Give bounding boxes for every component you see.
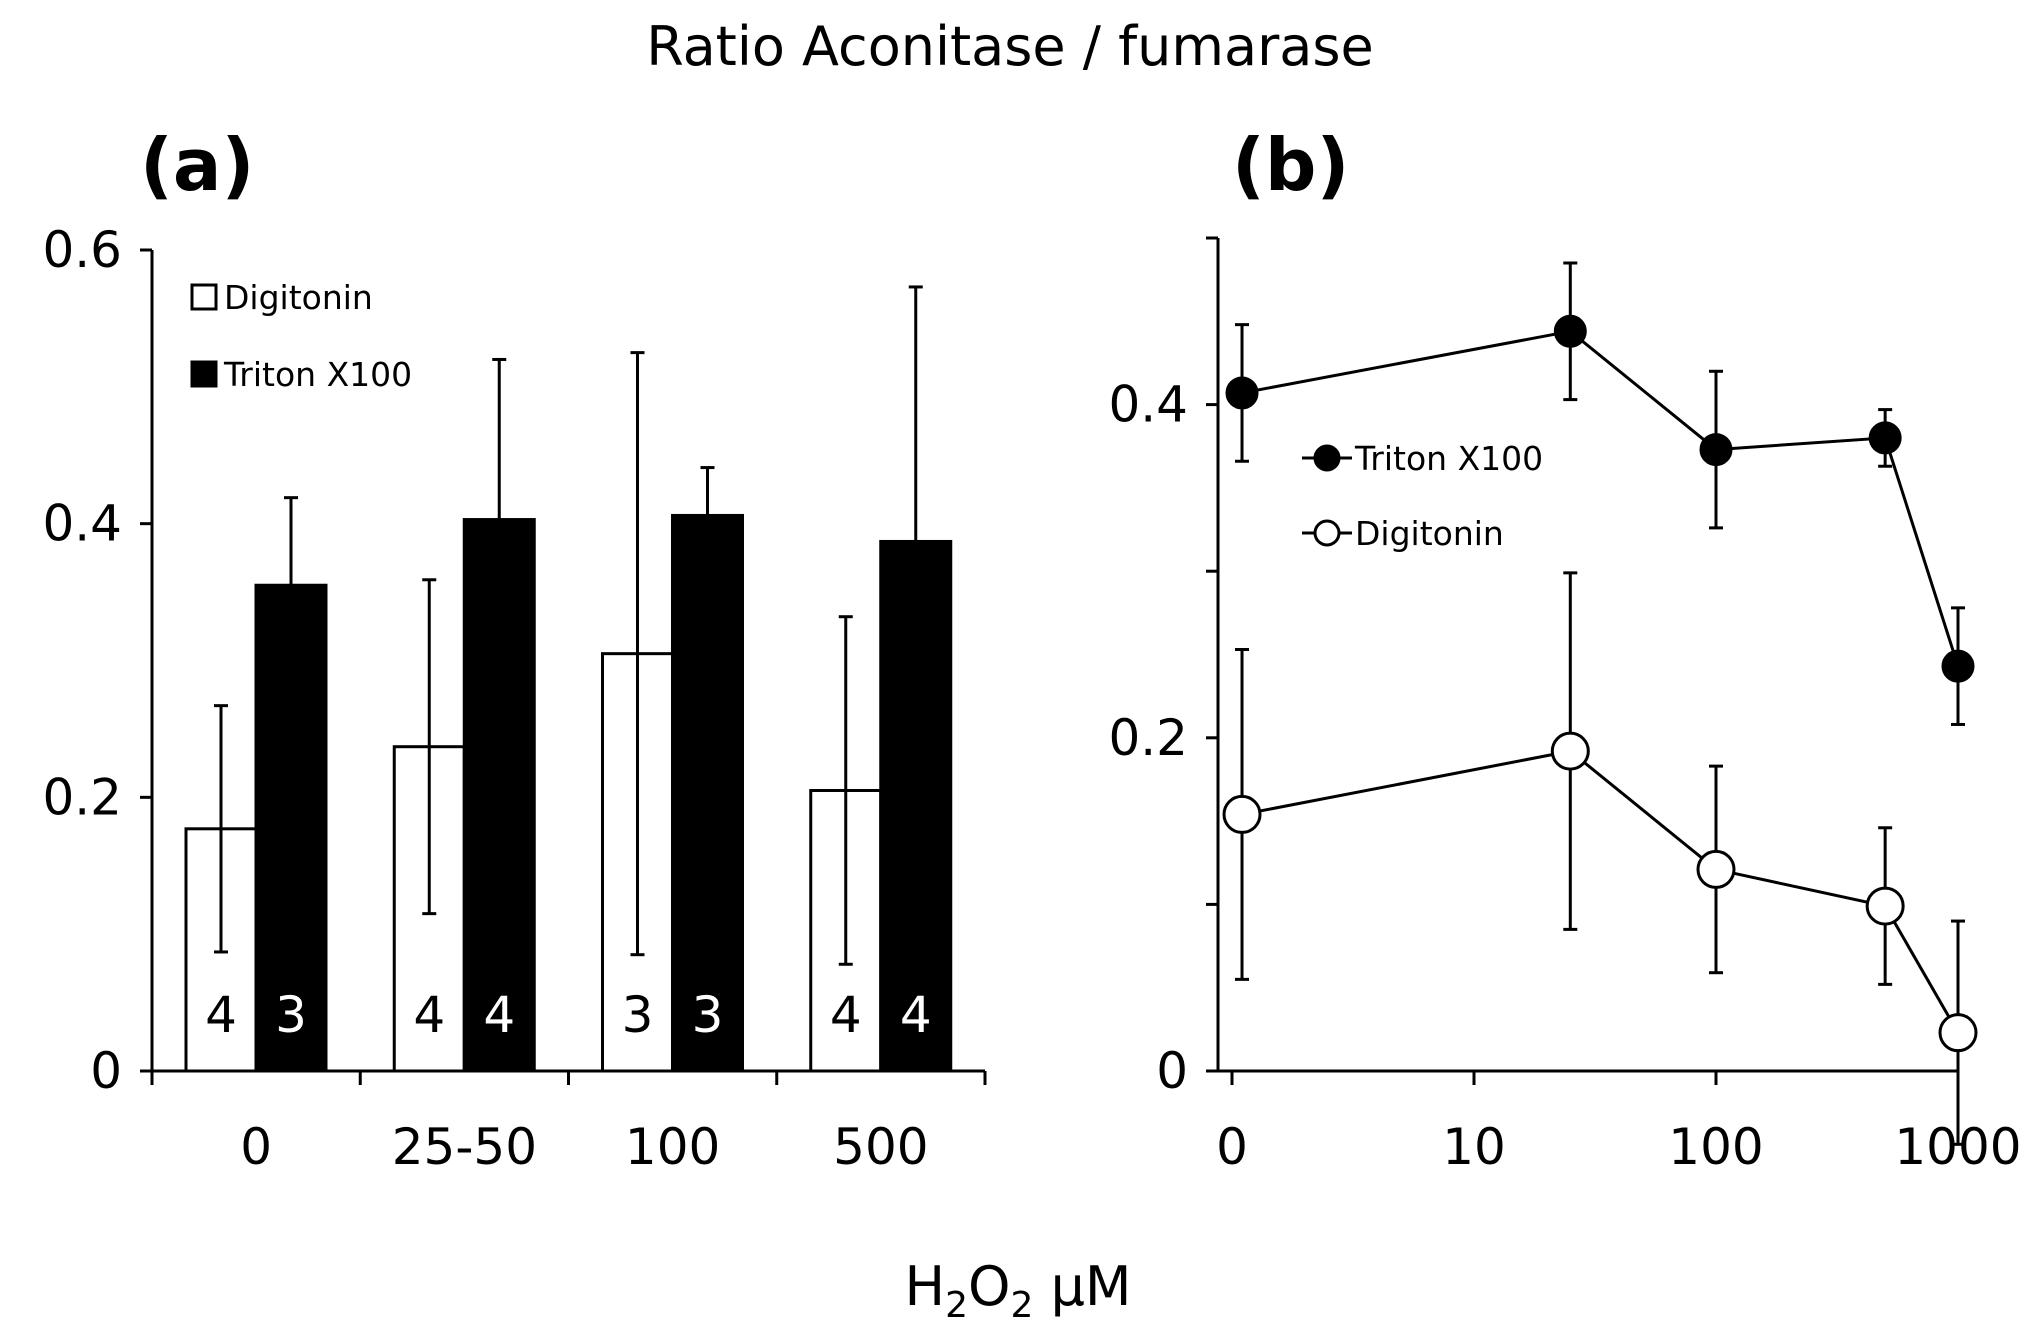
panel-b-series: [1222, 261, 1978, 1146]
figure-title: Ratio Aconitase / fumarase: [646, 15, 1373, 78]
x-axis-label: H2O2 μM: [904, 1255, 1131, 1326]
n-label: 3: [622, 986, 654, 1044]
data-point: [1938, 1013, 1978, 1053]
x-tick-label: 100: [625, 1118, 720, 1176]
legend-swatch-digitonin: [190, 283, 218, 311]
legend-label-digitonin: Digitonin: [224, 278, 373, 317]
x-tick-label: 25-50: [392, 1118, 537, 1176]
panel-b-label: (b): [1232, 123, 1349, 207]
xlabel-sub2: 2: [1011, 1285, 1034, 1326]
n-label: 4: [483, 986, 515, 1044]
x-tick-label: 0: [1216, 1118, 1248, 1176]
data-point: [1553, 314, 1587, 348]
data-point: [1225, 376, 1259, 410]
legend-label-triton: Triton X100: [223, 355, 412, 394]
series-line: [1241, 329, 1960, 667]
legend-marker-digitonin: [1313, 519, 1341, 547]
legend-swatch-triton: [190, 360, 218, 388]
panel-a: (a) 00.20.40.60 25-50 100 500 4 4 3 43 4 3 4 Digi…: [42, 123, 987, 1176]
bar: [671, 513, 744, 1073]
x-tick-label: 0: [240, 1118, 272, 1176]
y-tick-label: 0: [1156, 1042, 1188, 1100]
y-tick-label: 0.4: [42, 495, 122, 553]
y-tick-label: 0.6: [42, 221, 122, 279]
data-point: [1941, 649, 1975, 683]
legend-marker-triton: [1313, 444, 1341, 472]
panel-a-label: (a): [140, 123, 254, 207]
y-tick-label: 0.2: [42, 768, 122, 826]
n-label: 4: [900, 986, 932, 1044]
data-point: [1222, 794, 1262, 834]
n-label: 4: [205, 986, 237, 1044]
y-tick-label: 0.4: [1108, 376, 1188, 434]
data-point: [1699, 433, 1733, 467]
x-tick-label: 10: [1442, 1118, 1506, 1176]
data-point: [1868, 421, 1902, 455]
y-tick-label: 0: [90, 1042, 122, 1100]
n-label: 4: [413, 986, 445, 1044]
n-label: 4: [830, 986, 862, 1044]
xlabel-unit: μM: [1033, 1255, 1131, 1318]
xlabel-h: H: [904, 1255, 945, 1318]
series-line: [1241, 749, 1960, 1034]
data-point: [1550, 731, 1590, 771]
xlabel-sub1: 2: [945, 1285, 968, 1326]
legend-label-digitonin-b: Digitonin: [1355, 514, 1504, 553]
data-point: [1865, 886, 1905, 926]
panel-a-axes: 0 0.2 0.4 0.6 0 25-50 100 500: [42, 221, 987, 1176]
x-tick-label: 100: [1668, 1118, 1763, 1176]
panel-a-bars: 4 4 3 43 4 3 4: [184, 285, 953, 1073]
data-point: [1696, 849, 1736, 889]
legend-label-triton-b: Triton X100: [1354, 439, 1543, 478]
xlabel-o: O: [968, 1255, 1011, 1318]
x-tick-label: 500: [833, 1118, 928, 1176]
panel-b: (b) 00.20.40 10 100 1000 Triton X100 Digito…: [1108, 123, 2021, 1176]
y-tick-label: 0.2: [1108, 709, 1188, 767]
n-label: 3: [692, 986, 724, 1044]
panel-b-legend: Triton X100 Digitonin: [1302, 439, 1543, 553]
panel-a-legend: Digitonin Triton X100: [190, 278, 412, 394]
n-label: 3: [275, 986, 307, 1044]
